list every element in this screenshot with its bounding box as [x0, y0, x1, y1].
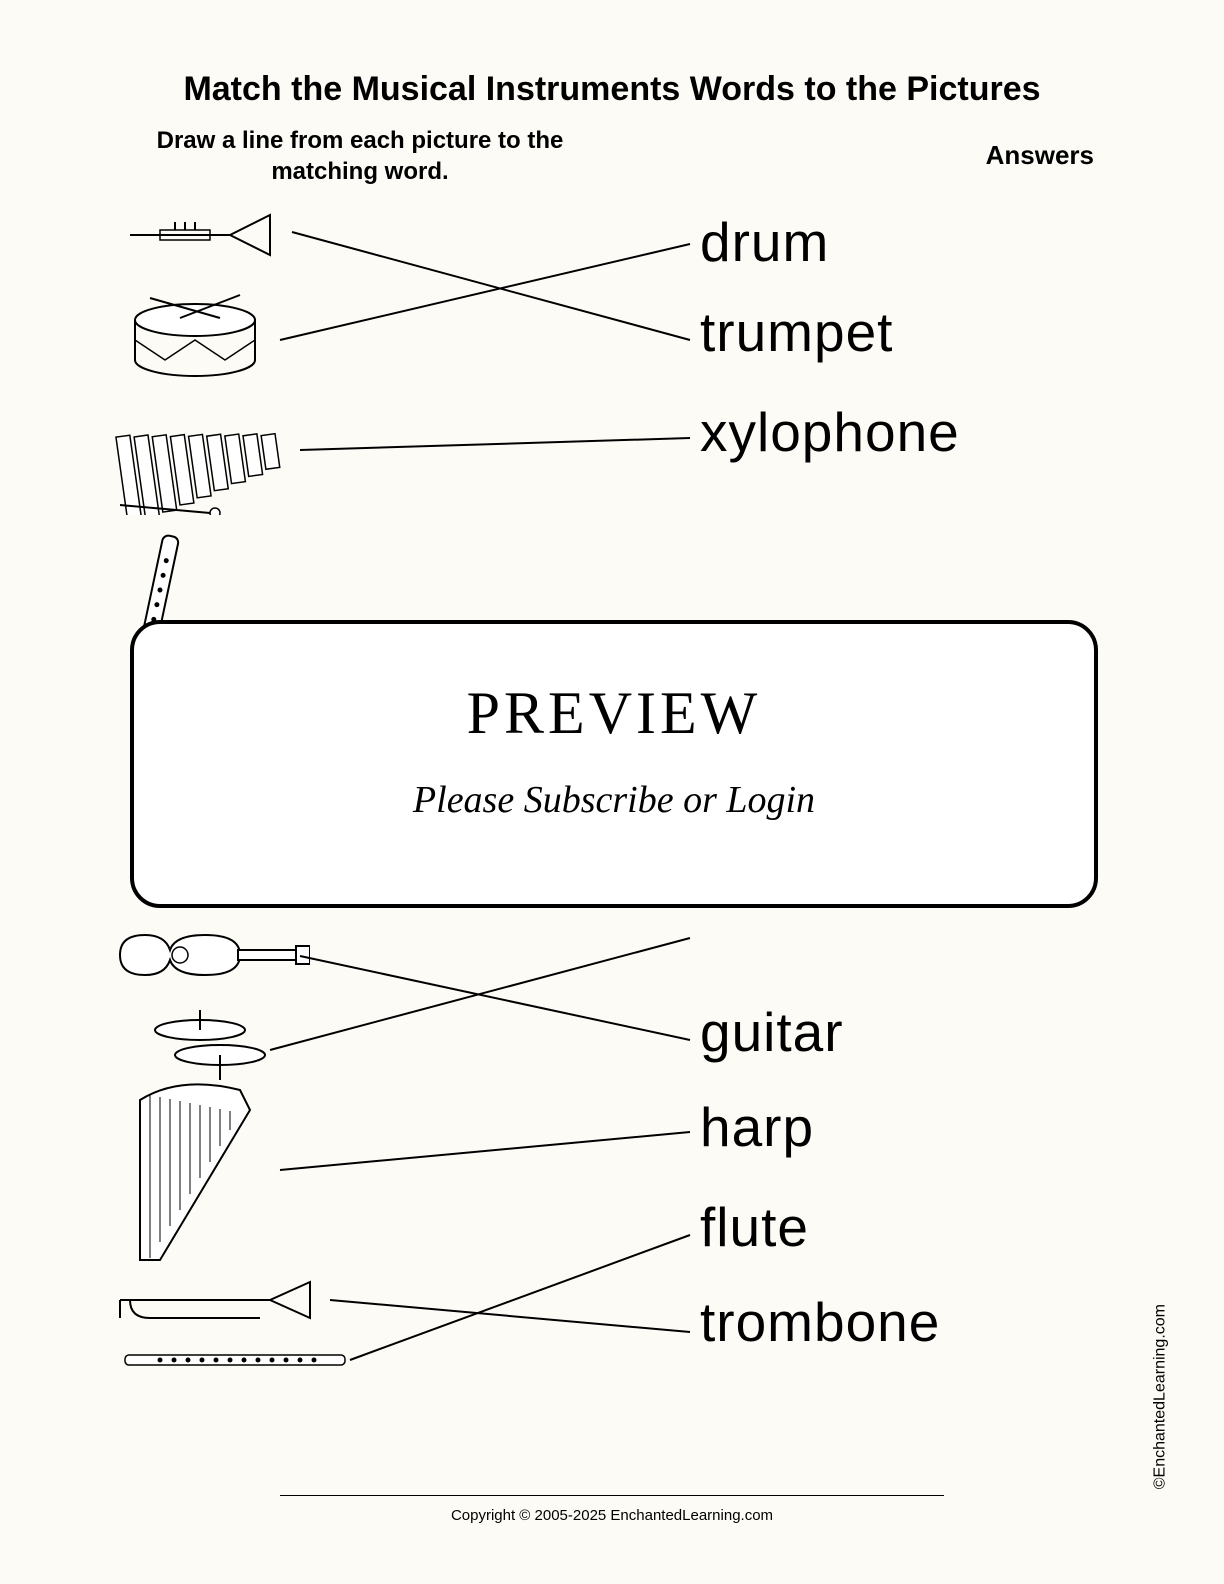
guitar-icon	[110, 920, 310, 990]
trombone-icon	[110, 1270, 330, 1330]
harp-icon	[120, 1070, 270, 1270]
xylophone-icon	[110, 405, 300, 515]
word-trumpet: trumpet	[700, 300, 893, 364]
flute-icon	[120, 1345, 350, 1375]
footer-rule	[280, 1495, 944, 1496]
preview-title: PREVIEW	[134, 679, 1094, 748]
page-title: Match the Musical Instruments Words to t…	[0, 70, 1224, 109]
trumpet-icon	[120, 200, 290, 270]
worksheet-page: Match the Musical Instruments Words to t…	[0, 0, 1224, 1584]
side-credit: ©EnchantedLearning.com	[1151, 1304, 1169, 1489]
instructions-text: Draw a line from each picture to the mat…	[150, 125, 570, 187]
answers-label: Answers	[986, 140, 1094, 171]
preview-overlay: PREVIEW Please Subscribe or Login	[130, 620, 1098, 908]
word-harp: harp	[700, 1095, 814, 1159]
word-drum: drum	[700, 210, 829, 274]
word-xylophone: xylophone	[700, 400, 960, 464]
word-flute: flute	[700, 1195, 809, 1259]
drum-icon	[120, 290, 270, 390]
word-trombone: trombone	[700, 1290, 940, 1354]
word-guitar: guitar	[700, 1000, 844, 1064]
copyright-text: Copyright © 2005-2025 EnchantedLearning.…	[0, 1507, 1224, 1524]
preview-subtitle: Please Subscribe or Login	[134, 778, 1094, 822]
